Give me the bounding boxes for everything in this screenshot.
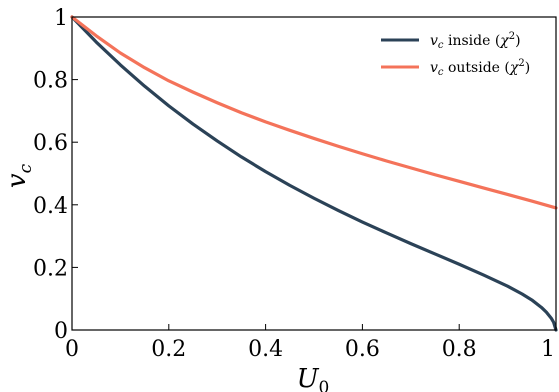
x-tick-label: 0.2 <box>151 337 186 362</box>
series-line-outside <box>70 15 558 210</box>
x-tick-label: 0 <box>65 337 79 362</box>
x-tick-label: 1 <box>541 337 555 362</box>
y-axis-label-subscript: c <box>16 163 36 173</box>
x-tick-label: 0.6 <box>345 337 380 362</box>
y-tick-label: 0 <box>54 319 68 344</box>
y-axis-label: vc <box>2 163 36 188</box>
x-axis-label: U0 <box>297 364 330 392</box>
y-tick-label: 1 <box>54 6 68 31</box>
legend-label-inside: vc inside (χ2) <box>430 31 521 51</box>
x-tick-label: 0.4 <box>248 337 283 362</box>
series-layer <box>70 15 558 332</box>
series-line-inside <box>70 15 558 332</box>
x-axis-label-subscript: 0 <box>319 378 330 392</box>
ticks-layer: 0 0.2 0.4 0.6 0.8 1 0 0.2 0.4 0.6 0.8 1 <box>33 6 557 362</box>
y-tick-label: 0.2 <box>33 256 68 281</box>
plot-background <box>72 17 556 330</box>
legend: vc inside (χ2) vc outside (χ2) <box>381 31 530 78</box>
x-tick-label: 0.8 <box>442 337 477 362</box>
y-tick-label: 0.4 <box>33 194 68 219</box>
legend-label-outside: vc outside (χ2) <box>430 58 530 78</box>
y-tick-label: 0.8 <box>33 69 68 94</box>
plot-frame <box>71 16 557 331</box>
y-tick-label: 0.6 <box>33 131 68 156</box>
